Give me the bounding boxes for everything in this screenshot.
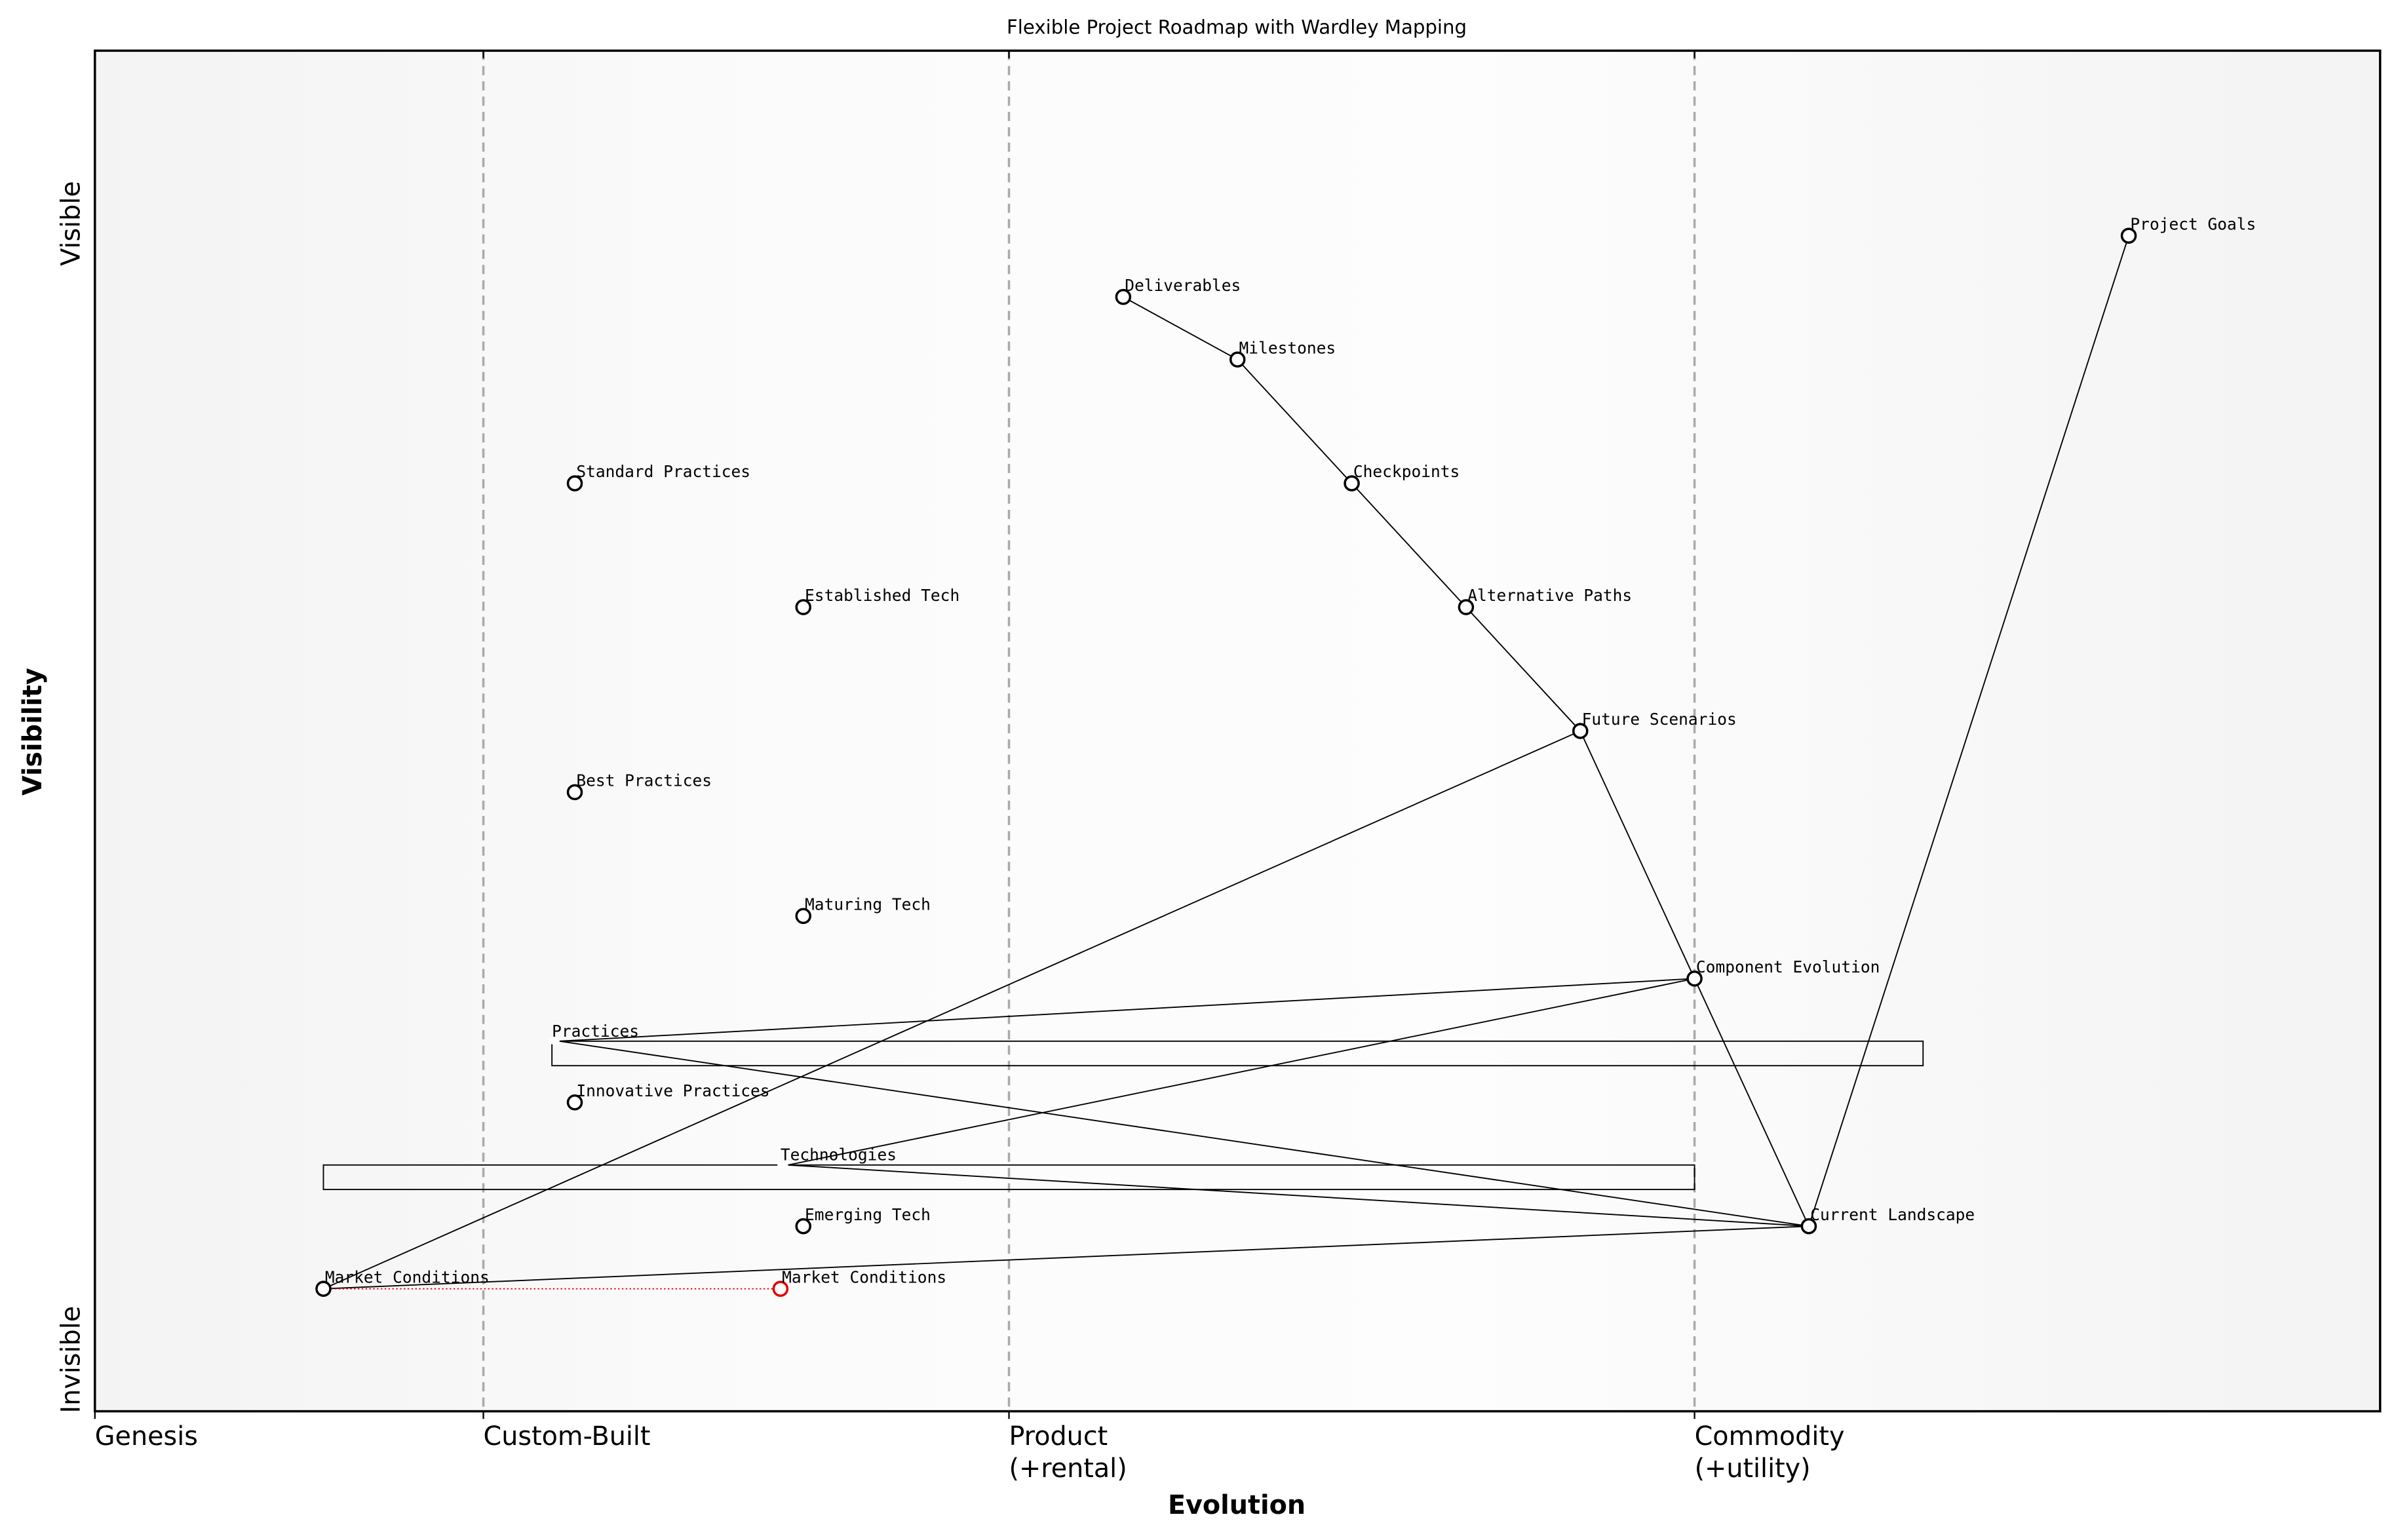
plot-background <box>94 50 2380 1412</box>
y-tick-label: Visible <box>56 181 86 266</box>
component-label: Market Conditions <box>325 1267 490 1286</box>
component-label: Project Goals <box>2130 214 2256 233</box>
component <box>1686 971 1703 987</box>
link <box>1808 235 2129 1227</box>
x-tick-label: Product <box>1009 1421 1108 1452</box>
component <box>315 1280 332 1297</box>
component-label: Future Scenarios <box>1582 710 1737 729</box>
link <box>559 1040 1810 1227</box>
component <box>1229 351 1246 368</box>
x-tick-label: (+utility) <box>1695 1453 1811 1484</box>
link <box>323 730 1581 1290</box>
component-label: Emerging Tech <box>805 1205 931 1224</box>
link <box>788 1164 1809 1227</box>
y-tick-label: Invisible <box>56 1306 86 1414</box>
link <box>788 978 1695 1166</box>
group-label-bg <box>777 1162 790 1168</box>
link <box>1237 359 1353 484</box>
component <box>566 1094 583 1111</box>
component <box>795 1218 811 1235</box>
component-label: Milestones <box>1239 338 1336 357</box>
y-axis-title: Visibility <box>18 668 48 796</box>
plot-frame <box>94 49 2382 1413</box>
group-label-bg <box>549 1038 562 1045</box>
group-box <box>322 1164 1695 1191</box>
link <box>1579 731 1695 979</box>
component <box>566 784 583 801</box>
component-label: Checkpoints <box>1353 462 1460 481</box>
x-axis-title: Evolution <box>1168 1490 1306 1520</box>
component <box>2120 227 2137 244</box>
component <box>1800 1218 1817 1235</box>
component-label: Current Landscape <box>1810 1205 1975 1224</box>
x-tick-label: Commodity <box>1695 1421 1845 1452</box>
link <box>323 1225 1809 1290</box>
component <box>1344 475 1360 491</box>
x-tick-label: (+rental) <box>1009 1453 1127 1484</box>
component <box>566 475 583 491</box>
component <box>1572 723 1589 739</box>
link <box>1465 606 1581 732</box>
x-tick-label: Custom-Built <box>484 1421 651 1452</box>
chart-title: Flexible Project Roadmap with Wardley Ma… <box>1007 16 1467 39</box>
component <box>795 599 811 615</box>
component-label: Standard Practices <box>576 462 750 481</box>
component-label: Component Evolution <box>1696 957 1880 976</box>
component-label: Established Tech <box>805 586 959 605</box>
evolved-component <box>772 1280 789 1297</box>
component-label: Innovative Practices <box>576 1081 769 1100</box>
evolved-component-label: Market Conditions <box>782 1267 946 1286</box>
component-label: Maturing Tech <box>805 895 931 914</box>
link <box>1123 296 1238 360</box>
component-label: Deliverables <box>1125 276 1241 295</box>
group-box <box>551 1040 1924 1067</box>
link <box>1694 978 1810 1227</box>
component-label: Best Practices <box>576 771 712 790</box>
component <box>795 908 811 925</box>
component <box>1115 288 1132 305</box>
link <box>559 978 1695 1042</box>
component-label: Alternative Paths <box>1467 586 1632 605</box>
link <box>1351 482 1467 608</box>
plot: Genesis Custom-Built Product(+rental) Commo… <box>56 49 2382 1484</box>
component <box>1458 599 1475 615</box>
x-tick-label: Genesis <box>95 1421 198 1452</box>
